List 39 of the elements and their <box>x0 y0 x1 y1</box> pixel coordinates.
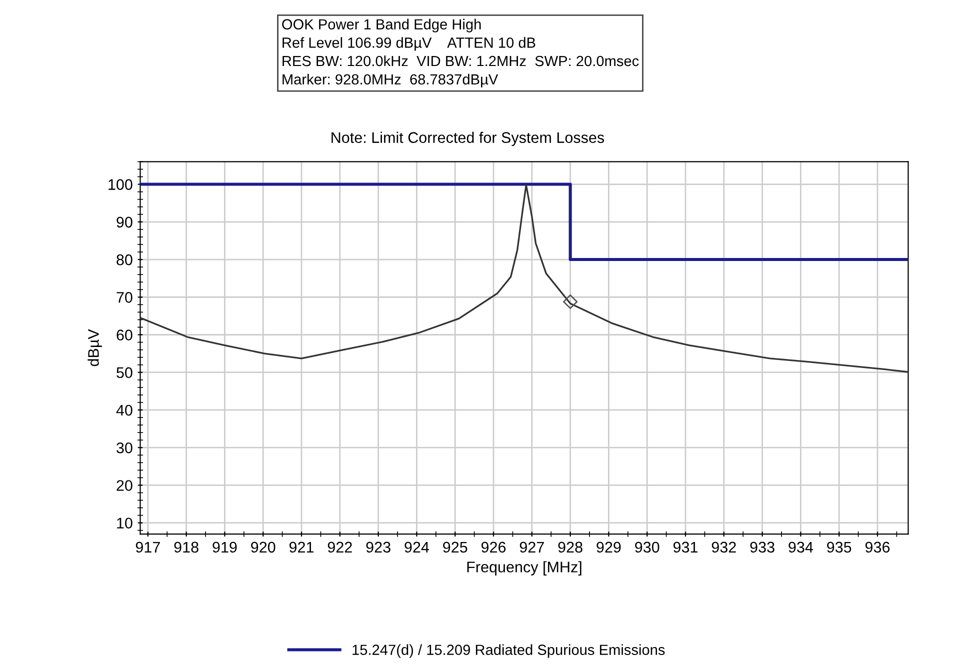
y-tick-label: 50 <box>116 367 132 378</box>
x-tick-label: 936 <box>865 542 890 553</box>
y-axis-title: dBµV <box>88 329 102 366</box>
x-tick-label: 923 <box>366 542 390 553</box>
x-tick-label: 930 <box>635 542 660 553</box>
x-axis-title: Frequency [MHz] <box>467 561 582 576</box>
chart-subtitle: Note: Limit Corrected for System Losses <box>332 132 604 146</box>
x-tick-label: 919 <box>212 542 237 553</box>
text: Marker: 928.0MHz 68.7837dBµV <box>282 74 498 88</box>
y-tick-label: 40 <box>116 404 132 416</box>
x-tick-label: 920 <box>251 542 276 553</box>
y-tick-label: 70 <box>116 292 132 303</box>
x-tick-label: 935 <box>827 542 852 553</box>
x-tick-label: 934 <box>788 542 813 553</box>
x-tick-label: 917 <box>136 542 160 553</box>
x-tick-label: 926 <box>481 542 506 553</box>
y-tick-label: 30 <box>116 442 132 454</box>
text: Ref Level 106.99 dBµV ATTEN 10 dB <box>282 37 536 51</box>
y-tick-label: 20 <box>116 480 132 491</box>
x-tick-label: 921 <box>289 542 314 553</box>
x-tick-label: 933 <box>750 542 774 553</box>
x-tick-label: 918 <box>174 542 198 553</box>
x-tick-label: 928 <box>558 542 582 553</box>
y-tick-label: 80 <box>116 254 132 266</box>
x-tick-label: 924 <box>404 542 430 553</box>
x-tick-label: 929 <box>596 542 621 553</box>
chart-title: OOK Power 1 Band Edge High <box>282 18 481 32</box>
legend-label: 15.247(d) / 15.209 Radiated Spurious Emissions <box>352 644 665 658</box>
x-tick-label: 925 <box>443 542 468 553</box>
y-tick-label: 90 <box>116 216 132 228</box>
y-tick-label: 100 <box>108 179 132 190</box>
text: RES BW: 120.0kHz VID BW: 1.2MHz SWP: 20.0msec <box>282 55 639 66</box>
x-tick-label: 931 <box>673 542 698 553</box>
line-series <box>140 184 908 373</box>
y-tick-label: 10 <box>117 518 132 529</box>
x-tick-label: 922 <box>328 542 352 553</box>
y-tick-label: 60 <box>116 330 132 340</box>
x-tick-label: 932 <box>712 542 736 553</box>
x-tick-label: 927 <box>520 542 544 553</box>
